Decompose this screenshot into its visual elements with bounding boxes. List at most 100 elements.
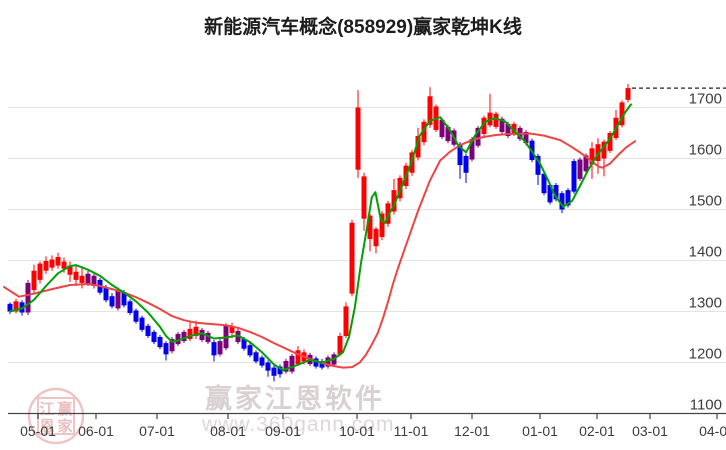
candle-body <box>313 358 319 367</box>
candle-body <box>121 292 127 306</box>
y-axis-label-1200: 1200 <box>689 346 722 363</box>
watermark-url-text: www.360gann.com <box>201 413 394 436</box>
candle-body <box>421 121 427 143</box>
candle-body <box>373 228 379 247</box>
candle-body <box>439 119 445 138</box>
x-axis-label-07-01: 07-01 <box>139 423 175 439</box>
candle-body <box>145 325 151 336</box>
x-axis-label-12-01: 12-01 <box>454 423 490 439</box>
candle-body <box>163 343 169 355</box>
candle-body <box>85 273 91 285</box>
candle-body <box>523 131 529 144</box>
candle-body <box>469 139 475 160</box>
candle-body <box>31 270 37 291</box>
candle-body <box>583 155 589 172</box>
candle-body <box>475 127 481 146</box>
candle-body <box>337 335 343 355</box>
candle-body <box>253 352 259 362</box>
chart-title: 新能源汽车概念(858929)赢家乾坤K线 <box>204 15 522 38</box>
candle-body <box>217 341 223 355</box>
ma-slow-line <box>3 132 637 369</box>
candle-body <box>607 133 613 151</box>
candle-body <box>559 193 565 210</box>
candle-body <box>385 203 391 224</box>
candle-body <box>13 301 19 312</box>
candle-body <box>37 263 43 280</box>
candle-body <box>169 339 175 352</box>
ma-fast-line <box>9 103 632 372</box>
candle-body <box>619 102 625 126</box>
x-axis-label-02-01: 02-01 <box>579 423 615 439</box>
watermark-seal-char: 家 <box>57 417 72 435</box>
candle-body <box>181 331 187 342</box>
candle-body <box>499 118 505 132</box>
candle-body <box>139 317 145 330</box>
candle-body <box>295 350 301 365</box>
candle-body <box>361 176 367 219</box>
candle-body <box>43 261 49 271</box>
candle-body <box>205 332 211 343</box>
candle-body <box>565 190 571 206</box>
watermark-seal-circle <box>27 387 85 445</box>
candle-layer <box>7 84 631 382</box>
candle-body <box>427 96 433 125</box>
candle-body <box>265 362 271 371</box>
candle-body <box>61 261 67 269</box>
y-axis-label-1600: 1600 <box>689 142 722 159</box>
candle-body <box>247 345 253 356</box>
candle-body <box>505 123 511 137</box>
candle-body <box>283 360 289 372</box>
candle-body <box>493 113 499 127</box>
watermark-seal-char: 赢 <box>57 400 72 418</box>
candle-body <box>259 357 265 366</box>
x-axis-label-09-01: 09-01 <box>265 423 301 439</box>
candle-body <box>343 306 349 336</box>
candle-body <box>595 144 601 162</box>
candle-body <box>349 222 355 294</box>
candle-body <box>91 275 97 286</box>
candle-body <box>187 328 193 340</box>
y-axis-label-1300: 1300 <box>689 295 722 312</box>
candle-body <box>541 173 547 194</box>
candle-body <box>535 155 541 175</box>
candle-body <box>547 185 553 203</box>
candle-body <box>25 282 31 313</box>
candle-body <box>79 275 85 283</box>
candle-body <box>571 161 577 192</box>
x-axis-label-01-01: 01-01 <box>522 423 558 439</box>
candle-body <box>511 123 517 135</box>
candle-body <box>625 88 631 100</box>
candle-body <box>241 339 247 349</box>
watermark-brand-text: 赢家江恩软件 <box>205 383 385 414</box>
candle-body <box>271 367 277 376</box>
candle-body <box>379 213 385 238</box>
candle-body <box>73 271 79 280</box>
candle-body <box>127 301 133 314</box>
candle-body <box>133 310 139 322</box>
candle-body <box>193 326 199 336</box>
candle-body <box>277 366 283 375</box>
candle-body <box>601 141 607 159</box>
watermark: 江 赢 恩 家 赢家江恩软件 www.360gann.com <box>27 383 394 445</box>
candle-body <box>463 155 469 173</box>
candle-body <box>103 287 109 301</box>
candle-body <box>115 290 121 309</box>
grid-layer <box>8 107 726 414</box>
candle-body <box>67 265 73 275</box>
x-axis-label-06-01: 06-01 <box>78 423 114 439</box>
x-axis-label-04-01: 04-01 <box>699 423 726 439</box>
candle-body <box>319 360 325 368</box>
candle-body <box>49 259 55 268</box>
x-axis-label-10-01: 10-01 <box>339 423 375 439</box>
watermark-seal-char: 恩 <box>39 418 54 435</box>
candle-body <box>151 331 157 343</box>
x-axis-label-08-01: 08-01 <box>210 423 246 439</box>
y-axis-label-1500: 1500 <box>689 193 722 210</box>
x-axis-label-03-01: 03-01 <box>632 423 668 439</box>
candle-body <box>109 296 115 307</box>
x-axis-label-05-01: 05-01 <box>20 423 56 439</box>
candle-body <box>199 329 205 341</box>
y-axis-label-1700: 1700 <box>689 91 722 108</box>
